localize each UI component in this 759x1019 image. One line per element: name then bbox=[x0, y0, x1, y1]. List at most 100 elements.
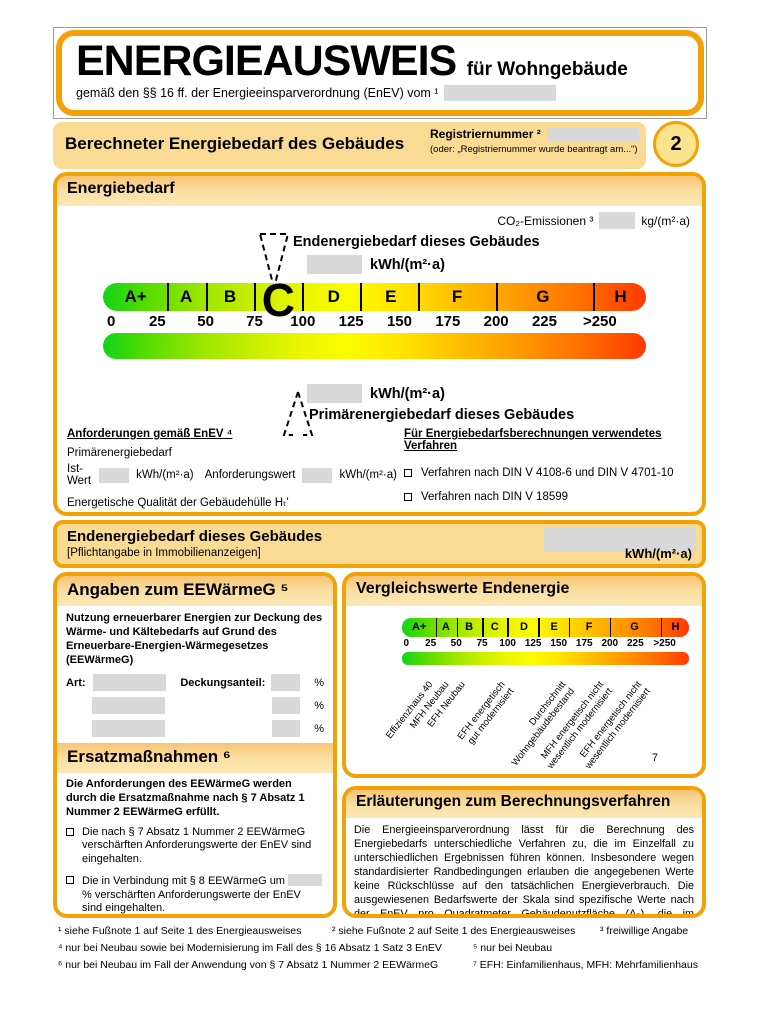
primaerenergie-value-field[interactable] bbox=[307, 384, 362, 403]
verfahren-title: Für Energiebedarfsberechnungen verwendet… bbox=[404, 428, 662, 452]
footnote-3: ³ freiwillige Angabe bbox=[600, 925, 689, 937]
scale-separator bbox=[456, 618, 459, 637]
ersatz-check-1: Die nach § 7 Absatz 1 Nummer 2 EEWärmeG … bbox=[82, 825, 312, 866]
footnote-1: ¹ siehe Fußnote 1 auf Seite 1 des Energi… bbox=[58, 925, 302, 937]
deckung-field-2[interactable] bbox=[271, 697, 301, 715]
verfahren-item: Verfahren nach DIN V 4108-6 und DIN V 47… bbox=[421, 467, 674, 479]
verfahren-checkbox-1[interactable] bbox=[404, 469, 412, 477]
vgl-tick: 125 bbox=[524, 638, 542, 649]
energiebedarf-section: Energiebedarf CO₂-Emissionen ³ kg/(m²·a)… bbox=[53, 172, 706, 516]
class-b: B bbox=[223, 287, 237, 306]
vgl-tick: 50 bbox=[450, 638, 462, 649]
class-f: F bbox=[451, 287, 463, 306]
footnote-7: ⁷ EFH: Einfamilienhaus, MFH: Mehrfamilie… bbox=[473, 959, 698, 971]
deckung-field-3[interactable] bbox=[271, 720, 301, 738]
anforderungswert-primaer-field[interactable] bbox=[302, 467, 333, 483]
vgl-class-e: E bbox=[550, 621, 558, 633]
ersatz-checkbox-2[interactable] bbox=[66, 875, 74, 884]
energy-class-letter-bar: A+ A B C D E F G H bbox=[103, 274, 646, 326]
anforderungen-block: Anforderungen gemäß EnEV ⁴ Primärenergie… bbox=[67, 428, 397, 516]
vgl-class-a-plus: A+ bbox=[412, 621, 427, 633]
document-title: ENERGIEAUSWEIS bbox=[76, 37, 457, 85]
footnotes: ¹ siehe Fußnote 1 auf Seite 1 des Energi… bbox=[58, 923, 706, 974]
ersatz-check-2-post: verschärften Anforderungswerte der EnEV … bbox=[82, 888, 301, 915]
vgl-tick: 150 bbox=[550, 638, 568, 649]
vgl-tick: 225 bbox=[626, 638, 644, 649]
erlaeuterungen-section: Erläuterungen zum Berechnungsverfahren D… bbox=[342, 786, 706, 918]
class-e: E bbox=[385, 287, 397, 306]
verfahren-checkbox-2[interactable] bbox=[404, 493, 412, 501]
tick-125: 125 bbox=[338, 313, 364, 330]
erlaeuterungen-body: Die Energieeinsparverordnung lässt für d… bbox=[354, 824, 694, 918]
scale-separator bbox=[167, 283, 170, 311]
banner-value-field[interactable] bbox=[544, 527, 696, 552]
energy-class-scale: A+ A B C D E F G H 0 25 50 75 100 125 bbox=[103, 274, 646, 359]
tick-250plus: >250 bbox=[582, 313, 617, 330]
scale-separator bbox=[360, 283, 363, 311]
eewaermeg-intro: Nutzung erneuerbarer Energien zur Deckun… bbox=[66, 612, 323, 667]
art-field-3[interactable] bbox=[92, 720, 166, 738]
class-h: H bbox=[614, 287, 627, 306]
deckung-field-1[interactable] bbox=[271, 674, 301, 692]
banner-title: Endenergiebedarf dieses Gebäudes bbox=[67, 528, 323, 545]
art-field-2[interactable] bbox=[92, 697, 166, 715]
ist-wert-primaer-unit: kWh/(m²·a) bbox=[136, 469, 194, 481]
vergleichswerte-section: Vergleichswerte Endenergie A+ A B C D E … bbox=[342, 572, 706, 778]
tick-200: 200 bbox=[483, 313, 509, 330]
registry-note: (oder: „Registriernummer wurde beantragt… bbox=[430, 144, 638, 155]
ersatz-percent-field[interactable] bbox=[288, 873, 323, 886]
percent-sign: % bbox=[314, 676, 325, 689]
ersatz-check-2: Die in Verbindung mit § 8 EEWärmeG um % … bbox=[82, 873, 324, 915]
co2-value-field[interactable] bbox=[599, 212, 636, 229]
vgl-class-b: B bbox=[465, 621, 474, 633]
vgl-class-a: A bbox=[441, 621, 450, 633]
vgl-class-g: G bbox=[630, 621, 639, 633]
ist-wert-label2: Ist-Wert bbox=[67, 513, 97, 516]
ist-wert-label: Ist-Wert bbox=[67, 463, 92, 487]
ist-wert-primaer-field[interactable] bbox=[99, 467, 130, 483]
tick-75: 75 bbox=[246, 313, 263, 330]
scale-separator bbox=[538, 618, 540, 637]
co2-unit: kg/(m²·a) bbox=[641, 213, 690, 228]
tick-50: 50 bbox=[197, 313, 214, 330]
vergleichswerte-section-title: Vergleichswerte Endenergie bbox=[346, 576, 702, 606]
endenergie-marker-arrow-icon bbox=[258, 233, 290, 281]
ersatzmassnahmen-section-title: Ersatzmaßnahmen ⁶ bbox=[57, 743, 333, 774]
class-c-highlighted: C bbox=[261, 274, 295, 326]
primaerenergie-marker-arrow-icon bbox=[282, 391, 314, 436]
registry-number-field[interactable] bbox=[546, 127, 639, 141]
primaerenergie-unit: kWh/(m²·a) bbox=[370, 385, 445, 402]
endenergiebedarf-value-field[interactable] bbox=[307, 255, 362, 274]
scale-separator bbox=[254, 283, 257, 311]
section-header-title: Berechneter Energiebedarf des Gebäudes bbox=[65, 134, 405, 153]
verfahren-block: Für Energiebedarfsberechnungen verwendet… bbox=[404, 428, 702, 516]
class-a-plus: A+ bbox=[124, 287, 147, 306]
vergleich-footnote-ref: 7 bbox=[651, 752, 658, 764]
vgl-class-d: D bbox=[519, 621, 528, 633]
primaerenergie-label: Primärenergiebedarf dieses Gebäudes bbox=[309, 407, 575, 423]
tick-25: 25 bbox=[148, 313, 166, 330]
scale-separator bbox=[660, 618, 663, 637]
deckungsanteil-label: Deckungsanteil: bbox=[180, 676, 266, 689]
art-field-1[interactable] bbox=[92, 674, 167, 692]
scale-separator bbox=[435, 618, 438, 637]
ersatz-percent-sign: % bbox=[82, 888, 92, 901]
tick-225: 225 bbox=[531, 313, 557, 330]
title-box-border: ENERGIEAUSWEIS für Wohngebäude gemäß den… bbox=[56, 30, 704, 116]
erlaeuterungen-section-title: Erläuterungen zum Berechnungsverfahren bbox=[346, 790, 702, 818]
endenergiebedarf-banner: Endenergiebedarf dieses Gebäudes [Pflich… bbox=[53, 520, 706, 568]
anforderungen-title: Anforderungen gemäß EnEV ⁴ bbox=[67, 428, 233, 440]
class-g: G bbox=[536, 287, 550, 306]
verfahren-item: Regelung nach § 3 Absatz 5 EnEV bbox=[421, 515, 597, 516]
scale-separator bbox=[495, 283, 498, 311]
class-d: D bbox=[327, 287, 340, 306]
scale-separator bbox=[568, 618, 571, 637]
footnote-2: ² siehe Fußnote 2 auf Seite 1 des Energi… bbox=[332, 925, 576, 937]
anforderungswert-primaer-unit: kWh/(m²·a) bbox=[339, 469, 397, 481]
vergleich-gradient-bar bbox=[402, 652, 689, 665]
vgl-tick: 175 bbox=[575, 638, 593, 649]
date-field[interactable] bbox=[444, 85, 557, 101]
ersatz-checkbox-1[interactable] bbox=[66, 827, 74, 836]
vgl-class-f: F bbox=[585, 621, 593, 633]
co2-label: CO₂-Emissionen ³ bbox=[497, 213, 594, 228]
